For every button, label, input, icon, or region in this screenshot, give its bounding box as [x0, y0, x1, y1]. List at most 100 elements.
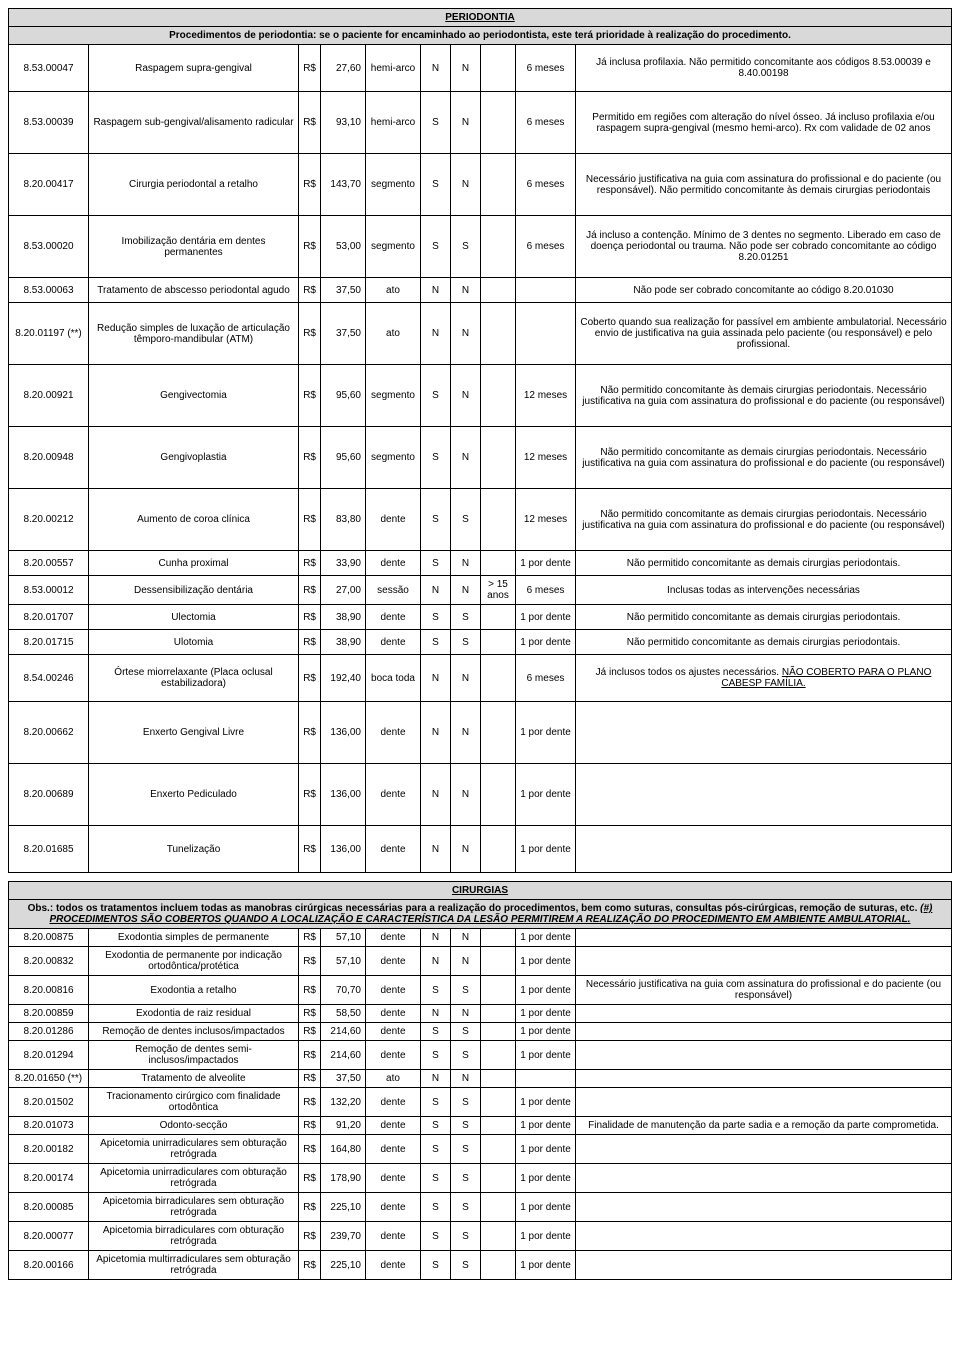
- price-cell: 192,40: [321, 655, 366, 702]
- desc-cell: Tunelização: [89, 826, 299, 873]
- col1-cell: S: [421, 1164, 451, 1193]
- desc-cell: Exodontia de permanente por indicação or…: [89, 947, 299, 976]
- unit-cell: ato: [366, 278, 421, 303]
- col1-cell: S: [421, 427, 451, 489]
- obs-cell: Não permitido concomitante as demais cir…: [576, 630, 952, 655]
- freq-cell: 6 meses: [516, 216, 576, 278]
- price-cell: 27,00: [321, 576, 366, 605]
- col1-cell: S: [421, 365, 451, 427]
- col1-cell: S: [421, 154, 451, 216]
- col2-cell: S: [451, 1222, 481, 1251]
- code-cell: 8.20.01502: [9, 1088, 89, 1117]
- currency-cell: R$: [299, 1023, 321, 1041]
- age-cell: [481, 1023, 516, 1041]
- unit-cell: dente: [366, 1135, 421, 1164]
- desc-cell: Exodontia de raiz residual: [89, 1005, 299, 1023]
- currency-cell: R$: [299, 655, 321, 702]
- age-cell: [481, 45, 516, 92]
- code-cell: 8.20.00948: [9, 427, 89, 489]
- obs-cell: Inclusas todas as intervenções necessári…: [576, 576, 952, 605]
- unit-cell: dente: [366, 1023, 421, 1041]
- col1-cell: N: [421, 702, 451, 764]
- col1-cell: S: [421, 489, 451, 551]
- table-row: 8.20.01685TunelizaçãoR$136,00denteNN1 po…: [9, 826, 952, 873]
- price-cell: 37,50: [321, 1070, 366, 1088]
- obs-cell: Não permitido concomitante as demais cir…: [576, 605, 952, 630]
- desc-cell: Apicetomia unirradiculares com obturação…: [89, 1164, 299, 1193]
- freq-cell: 1 por dente: [516, 1023, 576, 1041]
- col2-cell: S: [451, 630, 481, 655]
- desc-cell: Remoção de dentes inclusos/impactados: [89, 1023, 299, 1041]
- age-cell: [481, 605, 516, 630]
- freq-cell: 1 por dente: [516, 1041, 576, 1070]
- price-cell: 27,60: [321, 45, 366, 92]
- code-cell: 8.53.00039: [9, 92, 89, 154]
- price-cell: 37,50: [321, 303, 366, 365]
- obs-cell: [576, 1222, 952, 1251]
- desc-cell: Cunha proximal: [89, 551, 299, 576]
- table-row: 8.20.01294Remoção de dentes semi-incluso…: [9, 1041, 952, 1070]
- code-cell: 8.20.00557: [9, 551, 89, 576]
- col1-cell: N: [421, 655, 451, 702]
- currency-cell: R$: [299, 929, 321, 947]
- code-cell: 8.20.00174: [9, 1164, 89, 1193]
- age-cell: [481, 216, 516, 278]
- code-cell: 8.20.00085: [9, 1193, 89, 1222]
- col2-cell: N: [451, 1070, 481, 1088]
- code-cell: 8.20.00077: [9, 1222, 89, 1251]
- table-row: 8.20.01707UlectomiaR$38,90denteSS1 por d…: [9, 605, 952, 630]
- col2-cell: N: [451, 154, 481, 216]
- desc-cell: Remoção de dentes semi-inclusos/impactad…: [89, 1041, 299, 1070]
- freq-cell: 1 por dente: [516, 1117, 576, 1135]
- unit-cell: segmento: [366, 365, 421, 427]
- obs-cell: [576, 947, 952, 976]
- table-row: 8.20.00166Apicetomia multirradiculares s…: [9, 1251, 952, 1280]
- col2-cell: S: [451, 489, 481, 551]
- col1-cell: N: [421, 764, 451, 826]
- desc-cell: Dessensibilização dentária: [89, 576, 299, 605]
- table-row: 8.20.00182Apicetomia unirradiculares sem…: [9, 1135, 952, 1164]
- col1-cell: N: [421, 1005, 451, 1023]
- obs-cell: Não pode ser cobrado concomitante ao cód…: [576, 278, 952, 303]
- obs-cell: [576, 1193, 952, 1222]
- unit-cell: dente: [366, 1088, 421, 1117]
- table-row: 8.20.00921GengivectomiaR$95,60segmentoSN…: [9, 365, 952, 427]
- freq-cell: [516, 303, 576, 365]
- desc-cell: Ulotomia: [89, 630, 299, 655]
- currency-cell: R$: [299, 1135, 321, 1164]
- unit-cell: sessão: [366, 576, 421, 605]
- currency-cell: R$: [299, 365, 321, 427]
- col2-cell: S: [451, 1023, 481, 1041]
- table-row: 8.20.00662Enxerto Gengival LivreR$136,00…: [9, 702, 952, 764]
- price-cell: 95,60: [321, 427, 366, 489]
- currency-cell: R$: [299, 702, 321, 764]
- unit-cell: dente: [366, 605, 421, 630]
- freq-cell: 6 meses: [516, 576, 576, 605]
- unit-cell: hemi-arco: [366, 45, 421, 92]
- currency-cell: R$: [299, 1117, 321, 1135]
- desc-cell: Exodontia simples de permanente: [89, 929, 299, 947]
- currency-cell: R$: [299, 1222, 321, 1251]
- code-cell: 8.20.00417: [9, 154, 89, 216]
- age-cell: [481, 154, 516, 216]
- freq-cell: 12 meses: [516, 489, 576, 551]
- unit-cell: boca toda: [366, 655, 421, 702]
- freq-cell: 6 meses: [516, 45, 576, 92]
- col1-cell: S: [421, 92, 451, 154]
- freq-cell: 1 por dente: [516, 551, 576, 576]
- price-cell: 91,20: [321, 1117, 366, 1135]
- desc-cell: Raspagem supra-gengival: [89, 45, 299, 92]
- freq-cell: 6 meses: [516, 154, 576, 216]
- col2-cell: S: [451, 1193, 481, 1222]
- unit-cell: dente: [366, 929, 421, 947]
- cirurgias-subtitle: Obs.: todos os tratamentos incluem todas…: [9, 900, 952, 929]
- currency-cell: R$: [299, 1088, 321, 1117]
- col1-cell: S: [421, 1041, 451, 1070]
- table-row: 8.53.00039Raspagem sub-gengival/alisamen…: [9, 92, 952, 154]
- freq-cell: 12 meses: [516, 427, 576, 489]
- desc-cell: Tracionamento cirúrgico com finalidade o…: [89, 1088, 299, 1117]
- table-row: 8.20.00077Apicetomia birradiculares com …: [9, 1222, 952, 1251]
- col1-cell: S: [421, 605, 451, 630]
- desc-cell: Apicetomia birradiculares com obturação …: [89, 1222, 299, 1251]
- desc-cell: Gengivectomia: [89, 365, 299, 427]
